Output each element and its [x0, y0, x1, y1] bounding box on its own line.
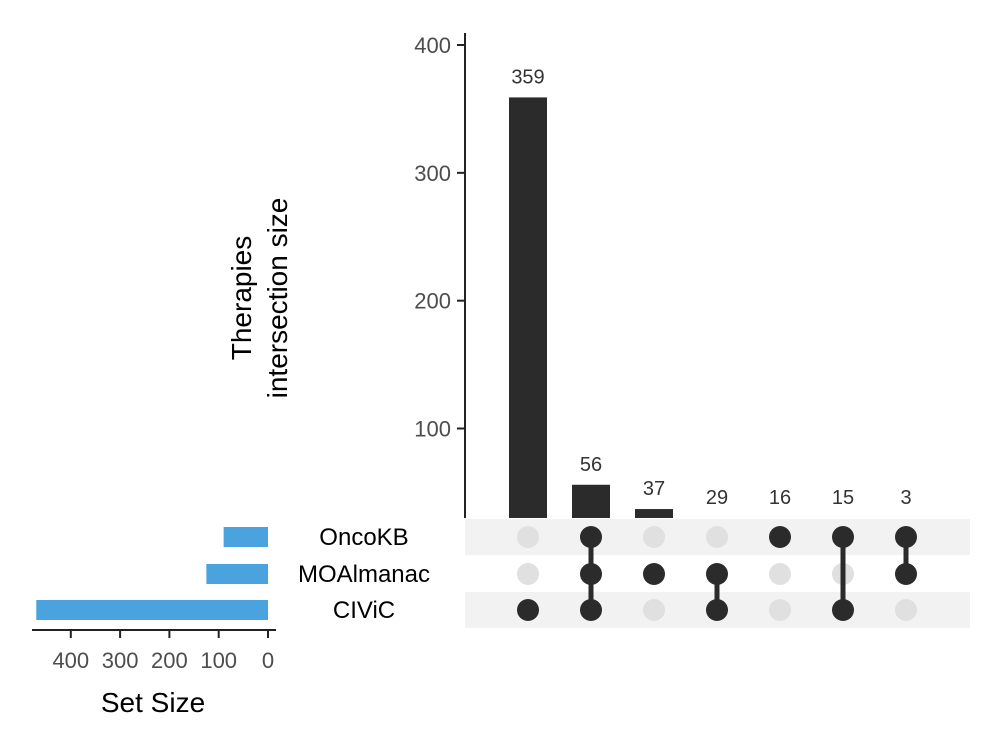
matrix-dot-active-7-moalmanac — [895, 563, 917, 585]
set-size-tick-label-100: 100 — [200, 648, 237, 673]
set-label-oncokb: OncoKB — [319, 524, 408, 551]
matrix-dot-inactive-1-moalmanac — [517, 563, 539, 585]
intersection-bar-label-1: 359 — [511, 66, 544, 88]
intersection-y-axis: 100 200 300 400 Therapies intersection size — [226, 33, 466, 518]
set-size-tick-label-400: 400 — [52, 648, 89, 673]
matrix-dot-active-7-oncokb — [895, 526, 917, 548]
set-size-bar-moalmanac — [206, 564, 268, 584]
y-tick-label-400: 400 — [414, 33, 451, 58]
intersection-bar-label-6: 15 — [832, 487, 854, 509]
intersection-bar-label-5: 16 — [769, 487, 791, 509]
matrix-dot-active-4-moalmanac — [706, 563, 728, 585]
membership-matrix — [517, 526, 917, 621]
set-label-moalmanac: MOAlmanac — [298, 561, 430, 588]
matrix-dot-inactive-1-oncokb — [517, 526, 539, 548]
y-tick-label-300: 300 — [414, 161, 451, 186]
y-axis-title: Therapies intersection size — [226, 198, 293, 399]
matrix-dot-active-3-moalmanac — [643, 563, 665, 585]
matrix-dot-inactive-3-oncokb — [643, 526, 665, 548]
y-axis-title-line-2: intersection size — [262, 198, 293, 399]
matrix-dot-inactive-7-civic — [895, 599, 917, 621]
y-tick-label-200: 200 — [414, 289, 451, 314]
matrix-dot-inactive-4-oncokb — [706, 526, 728, 548]
intersection-bar-label-4: 29 — [706, 487, 728, 509]
set-size-panel: OncoKB MOAlmanac CIViC 400 300 200 100 0 Set Siz… — [32, 524, 430, 718]
matrix-dot-active-5-oncokb — [769, 526, 791, 548]
intersection-bar-2 — [572, 484, 610, 518]
intersection-bars: 359 56 37 29 16 15 3 — [509, 66, 912, 518]
set-label-civic: CIViC — [333, 597, 395, 624]
matrix-dot-active-4-civic — [706, 599, 728, 621]
set-size-axis-title: Set Size — [101, 687, 205, 718]
set-size-bar-civic — [36, 600, 268, 620]
set-size-bar-oncokb — [223, 527, 268, 547]
intersection-bar-label-2: 56 — [580, 454, 602, 476]
y-tick-label-100: 100 — [414, 417, 451, 442]
matrix-dot-active-2-civic — [580, 599, 602, 621]
set-size-tick-label-0: 0 — [262, 648, 274, 673]
intersection-bar-1 — [509, 97, 547, 518]
intersection-bar-3 — [635, 509, 673, 518]
matrix-dot-inactive-5-civic — [769, 599, 791, 621]
set-size-tick-label-300: 300 — [102, 648, 139, 673]
intersection-bar-label-3: 37 — [643, 478, 665, 500]
matrix-dot-active-1-civic — [517, 599, 539, 621]
matrix-dot-active-2-oncokb — [580, 526, 602, 548]
matrix-dot-inactive-3-civic — [643, 599, 665, 621]
y-axis-title-line-1: Therapies — [226, 236, 257, 361]
matrix-dot-active-6-civic — [832, 599, 854, 621]
matrix-dot-active-6-oncokb — [832, 526, 854, 548]
set-size-tick-label-200: 200 — [151, 648, 188, 673]
matrix-dot-inactive-5-moalmanac — [769, 563, 791, 585]
matrix-dot-active-2-moalmanac — [580, 563, 602, 585]
intersection-bar-label-7: 3 — [900, 487, 911, 509]
